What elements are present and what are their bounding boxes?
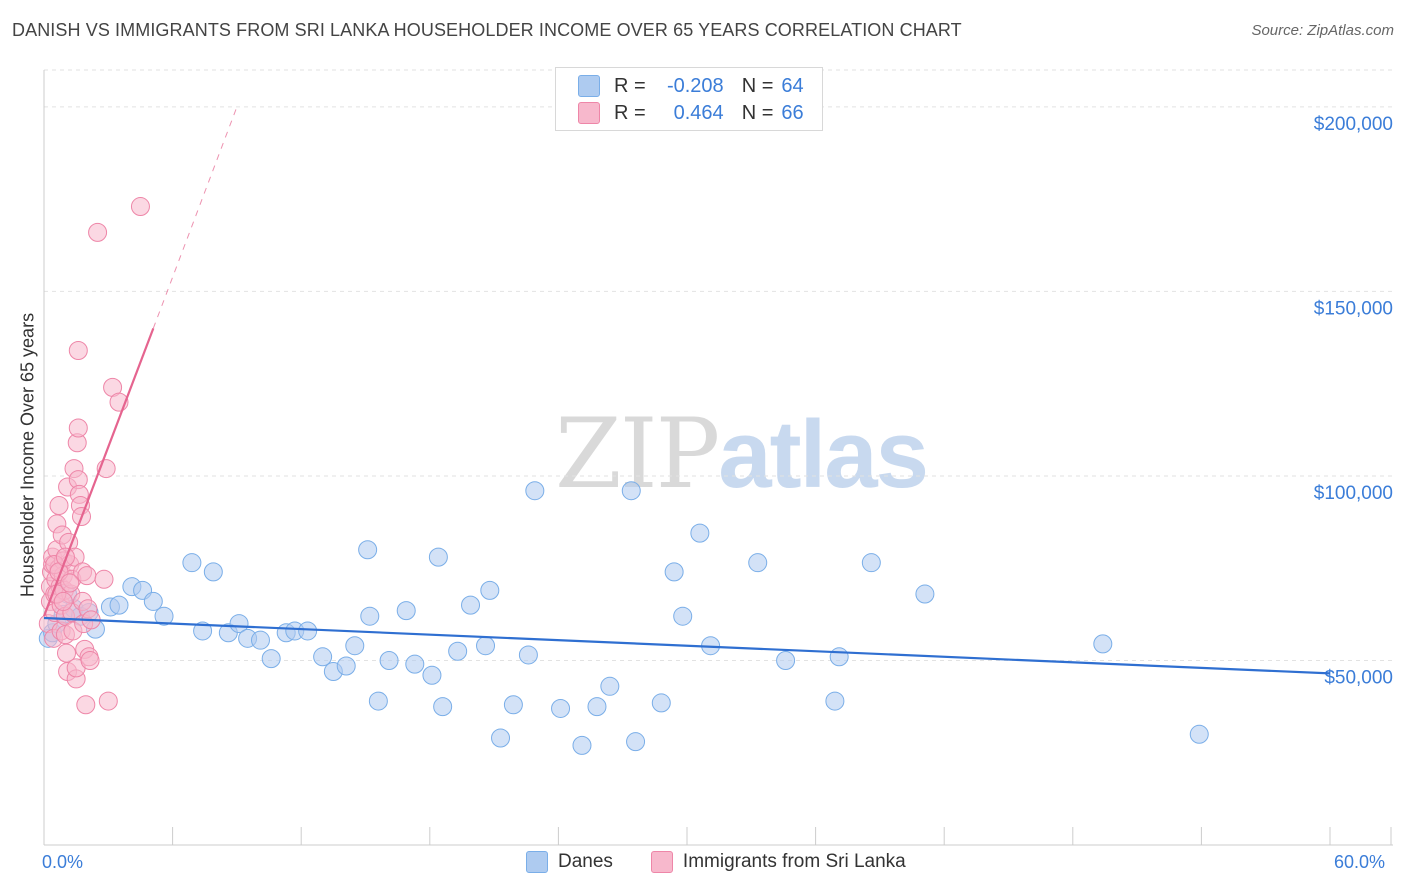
danes-point [448, 641, 468, 661]
y-tick-label: $150,000 [1314, 298, 1393, 319]
sri-lanka-point [49, 495, 69, 515]
sri-lanka-point [68, 340, 88, 360]
danes-point [360, 606, 380, 626]
danes-point [358, 540, 378, 560]
danes-point [587, 697, 607, 717]
danes-point [261, 649, 281, 669]
danes-point [626, 732, 646, 752]
legend-r-label: R = [614, 101, 646, 124]
sri-lanka-point [76, 695, 96, 715]
danes-point [154, 606, 174, 626]
danes-point [651, 693, 671, 713]
series-legend: Danes Immigrants from Sri Lanka [526, 851, 906, 873]
danes-point [915, 584, 935, 604]
series-legend-label-sri-lanka: Immigrants from Sri Lanka [682, 851, 906, 872]
danes-point [298, 621, 318, 641]
danes-point [379, 650, 399, 670]
sri-lanka-point [130, 197, 150, 217]
sri-lanka-point [98, 691, 118, 711]
sri-lanka-trendline [152, 106, 238, 329]
danes-point [491, 728, 511, 748]
x-tick-label-min: 0.0% [42, 852, 84, 872]
legend-n-label: N = [741, 74, 774, 97]
danes-point [480, 580, 500, 600]
watermark-atlas: atlas [718, 401, 929, 508]
danes-point [405, 654, 425, 674]
sri-lanka-point [60, 573, 80, 593]
danes-point [572, 735, 592, 755]
danes-point [1093, 634, 1113, 654]
danes-point [203, 562, 223, 582]
correlation-legend: R = -0.208 N = 64 R = 0.464 N = 66 [555, 67, 823, 131]
danes-point [250, 630, 270, 650]
danes-point [748, 553, 768, 573]
danes-point [829, 647, 849, 667]
danes-point [776, 650, 796, 670]
y-tick-label: $200,000 [1314, 114, 1393, 135]
danes-point [825, 691, 845, 711]
danes-point [193, 621, 213, 641]
sri-lanka-point [57, 643, 77, 663]
danes-point [621, 481, 641, 501]
legend-row-sri-lanka: R = 0.464 N = 66 [578, 101, 804, 125]
danes-point [664, 562, 684, 582]
danes-point [525, 481, 545, 501]
danes-trendline [43, 616, 1331, 675]
sri-lanka-point [80, 650, 100, 670]
source-label: Source: ZipAtlas.com [1251, 22, 1394, 39]
danes-point [336, 656, 356, 676]
legend-swatch-sri-lanka [578, 102, 600, 124]
sri-lanka-trendline [42, 327, 155, 617]
legend-row-danes: R = -0.208 N = 64 [578, 74, 804, 98]
x-tick-label-max: 60.0% [1334, 852, 1386, 872]
danes-point [461, 595, 481, 615]
legend-r-value: -0.208 [666, 74, 724, 97]
chart-title: DANISH VS IMMIGRANTS FROM SRI LANKA HOUS… [12, 20, 962, 40]
y-axis-label: Householder Income Over 65 years [17, 312, 38, 598]
legend-n-value: 64 [781, 74, 804, 97]
y-tick-label: $50,000 [1324, 667, 1393, 688]
danes-point [503, 695, 523, 715]
legend-swatch-danes [578, 75, 600, 97]
sri-lanka-point [77, 566, 97, 586]
series-legend-swatch-danes [526, 851, 548, 873]
series-legend-swatch-sri-lanka [650, 851, 673, 873]
legend-r-value: 0.464 [673, 101, 724, 124]
danes-point [109, 595, 129, 615]
danes-point [229, 614, 249, 634]
danes-point [368, 691, 388, 711]
y-tick-label: $100,000 [1314, 483, 1393, 504]
danes-point [428, 547, 448, 567]
series-legend-label-danes: Danes [558, 851, 613, 872]
danes-point [518, 645, 538, 665]
legend-n-value: 66 [781, 101, 804, 124]
danes-point [476, 636, 496, 656]
legend-n-label: N = [741, 101, 774, 124]
sri-lanka-point [53, 591, 73, 611]
danes-point [673, 606, 693, 626]
danes-point [551, 698, 571, 718]
danes-point [182, 553, 202, 573]
danes-point [690, 523, 710, 543]
sri-lanka-point [68, 418, 88, 438]
danes-point [313, 647, 333, 667]
danes-point [433, 697, 453, 717]
danes-point [422, 665, 442, 685]
danes-point [1189, 724, 1209, 744]
danes-point [861, 553, 881, 573]
danes-point [396, 601, 416, 621]
legend-r-label: R = [614, 74, 646, 97]
danes-point [143, 591, 163, 611]
sri-lanka-point [88, 222, 108, 242]
danes-point [345, 636, 365, 656]
danes-point [600, 676, 620, 696]
sri-lanka-point [94, 569, 114, 589]
